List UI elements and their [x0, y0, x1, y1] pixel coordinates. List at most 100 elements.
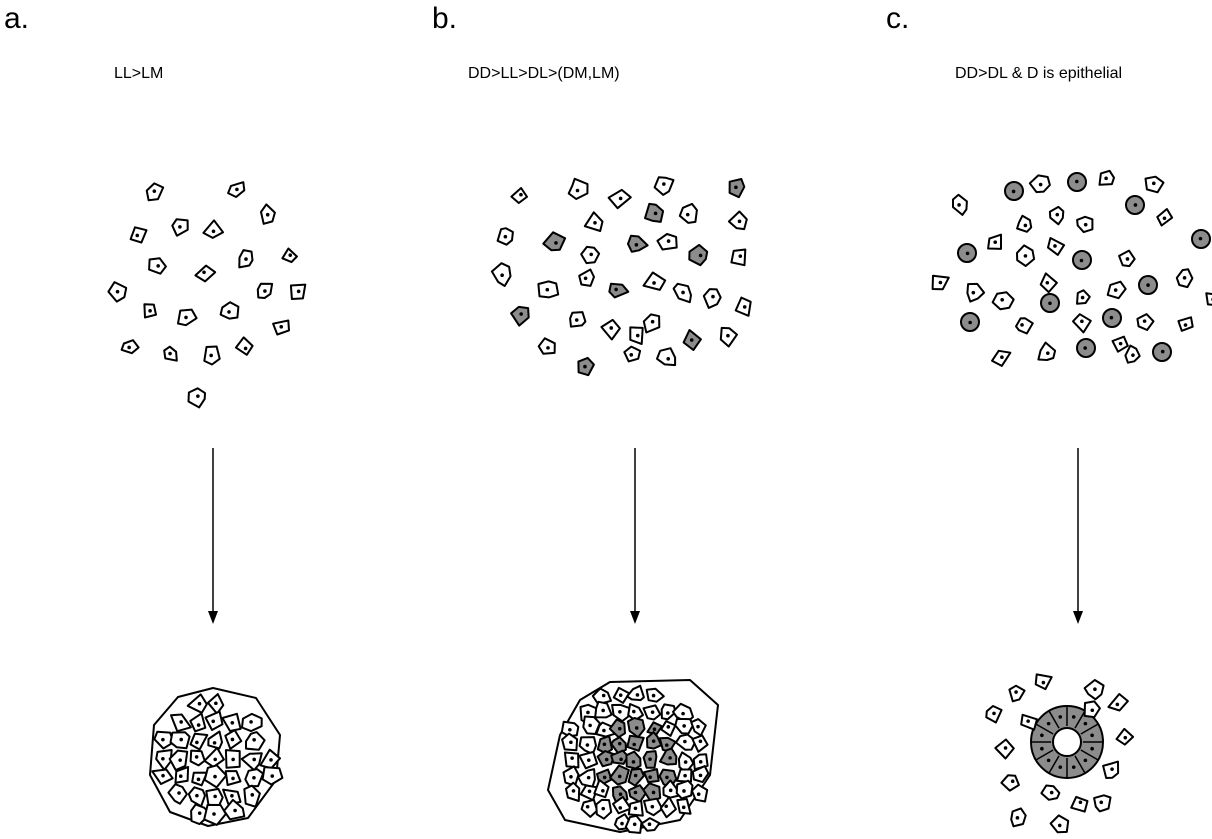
light-cell — [148, 257, 167, 275]
cell-nucleus — [288, 253, 293, 257]
cell-nucleus — [279, 324, 284, 329]
cell-nucleus — [652, 727, 657, 732]
light-cell — [675, 779, 694, 800]
dark-cell — [957, 243, 977, 263]
cell-nucleus — [1118, 341, 1123, 346]
cell-nucleus — [633, 773, 638, 778]
dark-cell — [728, 178, 746, 199]
cell-nucleus — [252, 757, 256, 762]
ring-lumen — [1052, 727, 1082, 757]
cell-nucleus — [1046, 758, 1051, 763]
cell-nucleus — [1083, 758, 1088, 763]
cell-nucleus — [651, 790, 656, 795]
dark-cell — [1152, 342, 1172, 362]
dark-cell — [627, 767, 645, 787]
cell-nucleus — [1151, 181, 1156, 186]
cell-nucleus — [227, 310, 231, 314]
light-cell — [580, 245, 601, 265]
cell-nucleus — [179, 720, 183, 724]
light-cell — [1115, 727, 1135, 746]
cell-nucleus — [570, 756, 574, 760]
light-cell — [272, 319, 290, 336]
cell-nucleus — [252, 738, 256, 742]
cell-nucleus — [601, 788, 605, 793]
light-cell — [653, 176, 675, 196]
light-cell — [1093, 794, 1112, 813]
panel-b-dispersed-cells — [490, 176, 752, 377]
cell-nucleus — [602, 775, 607, 780]
panel-b-arrow — [630, 448, 640, 624]
light-cell — [579, 784, 599, 802]
light-cell — [674, 717, 695, 735]
cell-nucleus — [1023, 223, 1028, 228]
cell-nucleus — [178, 225, 182, 229]
cell-nucleus — [211, 719, 216, 724]
light-cell — [129, 226, 148, 244]
light-cell — [204, 710, 224, 731]
cell-nucleus — [665, 775, 669, 780]
light-cell — [578, 268, 595, 287]
cell-nucleus — [213, 757, 217, 762]
cell-nucleus — [197, 701, 202, 706]
light-cell — [1083, 700, 1101, 719]
cell-nucleus — [647, 822, 652, 827]
cell-nucleus — [619, 757, 623, 762]
light-cell — [224, 729, 243, 750]
cell-nucleus — [666, 357, 671, 361]
light-cell — [145, 182, 165, 202]
light-cell — [691, 765, 710, 784]
light-cell — [952, 193, 968, 216]
light-cell — [1177, 316, 1194, 332]
cell-nucleus — [583, 364, 587, 369]
cell-nucleus — [698, 773, 703, 778]
cell-nucleus — [575, 188, 580, 193]
cell-nucleus — [585, 743, 590, 747]
cell-nucleus — [681, 290, 685, 295]
light-cell — [565, 781, 581, 802]
cell-nucleus — [968, 320, 972, 325]
cell-nucleus — [265, 212, 270, 217]
cell-nucleus — [211, 229, 216, 234]
light-cell — [281, 247, 298, 264]
cell-nucleus — [617, 726, 622, 731]
light-cell — [642, 271, 667, 291]
dark-cell — [577, 356, 595, 377]
cell-nucleus — [588, 723, 592, 728]
light-cell — [1040, 784, 1061, 801]
light-cell — [1136, 313, 1155, 331]
light-cell — [678, 202, 698, 224]
light-cell — [155, 749, 173, 771]
cell-nucleus — [1055, 212, 1060, 217]
cell-nucleus — [196, 394, 200, 398]
light-cell — [595, 798, 613, 820]
cell-nucleus — [614, 287, 618, 292]
cell-nucleus — [554, 241, 558, 245]
light-cell — [702, 288, 722, 309]
dark-cell — [608, 282, 630, 299]
cell-nucleus — [1078, 800, 1083, 805]
dark-cell — [626, 734, 645, 752]
cell-nucleus — [263, 289, 267, 293]
cell-nucleus — [1015, 816, 1020, 820]
light-cell — [1118, 249, 1136, 268]
light-cell — [223, 798, 246, 821]
light-cell — [1083, 679, 1105, 701]
cell-nucleus — [633, 806, 638, 811]
cell-nucleus — [127, 345, 131, 350]
cell-nucleus — [609, 326, 614, 330]
cell-nucleus — [235, 187, 239, 192]
light-cell — [189, 749, 206, 767]
cell-nucleus — [664, 743, 669, 747]
cell-nucleus — [1160, 349, 1165, 354]
cell-nucleus — [586, 775, 591, 780]
light-cell — [256, 282, 274, 299]
cell-nucleus — [1038, 182, 1043, 187]
cell-nucleus — [1090, 746, 1094, 751]
panel-a-sorted-aggregate — [149, 687, 284, 827]
light-cell — [170, 713, 192, 733]
cell-nucleus — [650, 804, 655, 809]
cell-nucleus — [250, 793, 255, 797]
light-cell — [1008, 684, 1026, 703]
light-cell — [224, 749, 241, 769]
cell-nucleus — [1011, 189, 1016, 194]
